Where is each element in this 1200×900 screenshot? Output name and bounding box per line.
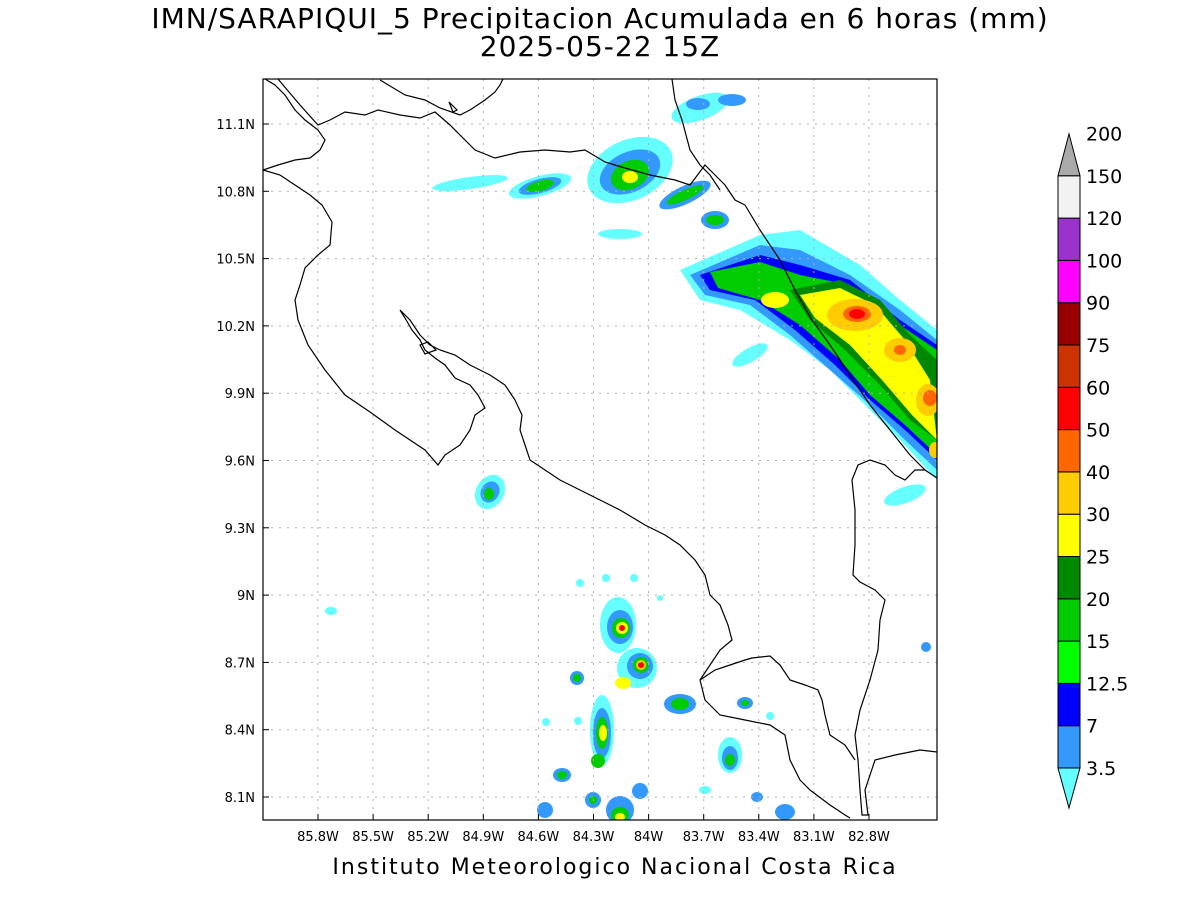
colorbar-label: 3.5 [1086,758,1116,780]
x-tick-label: 83.7W [683,830,725,845]
axis-ticks: 85.8W 85.5W 85.2W 84.9W 84.6W 84.3W 84W 83.7W 83… [216,118,890,845]
map-grid [263,79,937,820]
map-title: IMN/SARAPIQUI_5 Precipitacion Acumulada … [151,2,1049,35]
colorbar-segment [1057,598,1081,642]
y-tick-label: 9.3N [225,522,255,537]
colorbar-label: 30 [1086,504,1110,526]
map-subtitle: 2025-05-22 15Z [479,30,721,63]
panama-border-south [851,479,937,816]
colorbar-label: 12.5 [1086,673,1128,695]
map-frame [262,78,938,821]
colorbar-segment [1057,344,1081,388]
y-tick-label: 11.1N [216,118,255,133]
colorbar-label: 7 [1086,716,1098,738]
rain-cells-south [325,474,931,820]
colorbar-label: 15 [1086,631,1110,653]
colorbar: 3.5 7 12.5 15 20 25 30 40 50 60 75 90 100 120 150 200 [1057,124,1128,810]
colorbar-segment [1057,429,1081,473]
y-tick-label: 8.1N [225,791,255,806]
colorbar-max-arrow [1057,131,1081,177]
colorbar-segment [1057,725,1081,769]
caribbean-coast [744,204,937,479]
colorbar-label: 100 [1086,250,1122,272]
colorbar-label: 75 [1086,335,1110,357]
colorbar-segment [1057,513,1081,558]
nicaragua-coast [671,79,721,191]
x-tick-label: 85.2W [407,830,449,845]
rain-band-caribbean [680,230,937,506]
colorbar-segment [1057,471,1081,515]
island-chira [419,341,438,355]
colorbar-label: 20 [1086,589,1110,611]
y-tick-label: 10.8N [216,185,255,200]
colorbar-segment [1057,556,1081,600]
x-tick-label: 84.9W [462,830,504,845]
colorbar-segment [1057,259,1081,304]
lake-nicaragua-shore [379,79,504,116]
island-ometepe [448,101,459,113]
y-tick-label: 9.9N [225,387,255,402]
pacific-coast-guanacaste [263,79,326,171]
colorbar-min-arrow [1057,767,1081,810]
y-tick-label: 8.4N [225,724,255,739]
colorbar-segment [1057,217,1081,261]
colorbar-label: 150 [1086,166,1122,188]
footer-credit: Instituto Meteorologico Nacional Costa R… [332,855,898,880]
y-tick-label: 8.7N [225,656,255,671]
x-tick-label: 84.6W [517,830,559,845]
precipitation-field [325,92,937,820]
colorbar-label: 90 [1086,293,1110,315]
colorbar-label: 60 [1086,377,1110,399]
coastlines [263,79,937,819]
x-tick-label: 83.4W [738,830,780,845]
colorbar-label: 40 [1086,462,1110,484]
colorbar-label: 200 [1086,124,1122,146]
nicaragua-border [277,79,746,206]
x-tick-label: 84W [634,830,664,845]
colorbar-label: 120 [1086,208,1122,230]
colorbar-segment [1057,682,1081,727]
colorbar-label: 25 [1086,547,1110,569]
x-tick-label: 83.1W [793,830,835,845]
colorbar-segment [1057,302,1081,346]
x-tick-label: 85.8W [297,830,339,845]
colorbar-label: 50 [1086,420,1110,442]
y-tick-label: 10.2N [216,320,255,335]
y-tick-label: 9.6N [225,455,255,470]
panama-border [851,459,925,481]
colorbar-segment [1057,640,1081,684]
colorbar-segment [1057,386,1081,431]
x-tick-label: 85.5W [352,830,394,845]
y-tick-label: 9N [237,589,255,604]
colorbar-segment [1057,175,1081,219]
x-tick-label: 84.3W [573,830,615,845]
y-tick-label: 10.5N [216,253,255,268]
osa-gulf [699,655,856,761]
x-tick-label: 82.8W [848,830,890,845]
nicoya-peninsula [263,169,851,819]
